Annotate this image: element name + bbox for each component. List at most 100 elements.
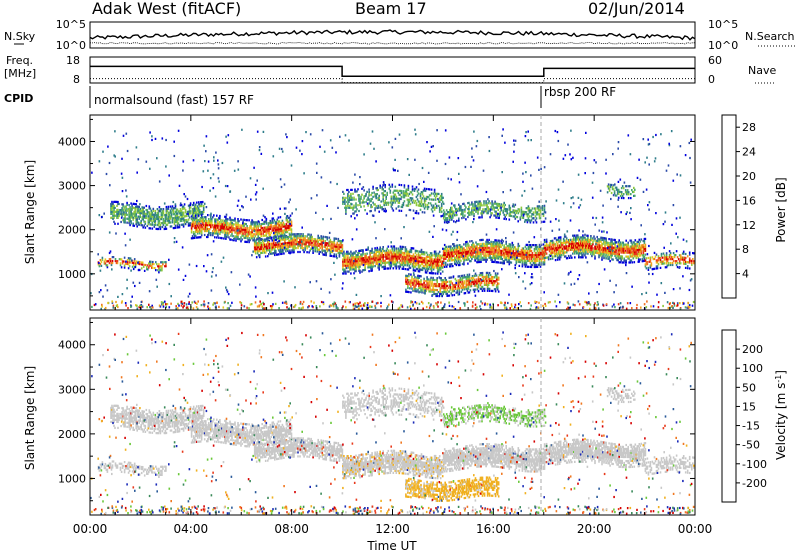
power-cell <box>111 216 113 219</box>
power-cell <box>150 209 153 212</box>
power-cell <box>546 256 549 259</box>
power-cell <box>565 249 568 252</box>
power-cell <box>109 260 112 263</box>
power-cell <box>159 226 162 229</box>
power-cell <box>391 247 394 250</box>
power-cell <box>294 235 296 238</box>
power-cell <box>484 248 486 251</box>
power-cell <box>346 258 348 261</box>
power-cell <box>111 210 113 213</box>
power-cell <box>268 253 270 256</box>
power-cell <box>168 221 171 224</box>
power-cell <box>506 252 508 255</box>
power-cell <box>454 258 456 261</box>
power-cell <box>180 217 183 220</box>
power-cell <box>199 213 202 216</box>
power-cell <box>175 216 178 219</box>
power-cell <box>480 246 482 250</box>
power-cell <box>370 200 372 203</box>
power-cell <box>606 241 608 244</box>
power-cell <box>478 253 480 256</box>
power-cell <box>231 230 233 233</box>
power-cell <box>279 237 281 240</box>
power-cell <box>555 241 558 244</box>
power-cell <box>476 255 478 258</box>
power-cell <box>225 229 227 232</box>
power-cell <box>592 241 594 244</box>
power-cell <box>388 261 391 264</box>
power-cell <box>418 266 421 269</box>
power-cell <box>238 224 240 227</box>
power-cell <box>289 214 292 217</box>
power-cell <box>433 188 436 191</box>
power-cell <box>193 226 196 230</box>
power-cell <box>433 260 436 263</box>
power-cell <box>342 254 344 257</box>
power-cell <box>148 219 151 222</box>
power-cell <box>245 230 247 234</box>
power-cell <box>365 262 367 265</box>
power-cell <box>573 238 575 241</box>
power-cell <box>535 251 538 255</box>
power-cell <box>349 204 351 207</box>
power-cell <box>491 202 493 205</box>
power-cell <box>230 238 232 241</box>
power-cell <box>524 253 527 256</box>
power-cell <box>243 228 245 231</box>
power-cell <box>296 235 298 238</box>
power-cell <box>300 239 302 242</box>
power-cell <box>379 248 381 251</box>
power-cell <box>500 241 502 245</box>
power-cell <box>339 251 342 255</box>
power-cell <box>254 250 257 253</box>
power-cell <box>582 254 584 257</box>
power-cell <box>269 248 271 251</box>
power-cell <box>534 257 537 261</box>
power-cell <box>276 218 279 221</box>
power-cell <box>624 251 626 254</box>
power-cell <box>586 234 588 237</box>
power-cell <box>290 251 292 254</box>
power-cell <box>412 247 415 250</box>
power-cell <box>382 261 384 265</box>
power-cell <box>611 258 613 261</box>
power-cell <box>329 240 332 243</box>
power-cell <box>364 266 366 269</box>
power-cell <box>358 194 360 197</box>
power-cell <box>564 251 567 254</box>
power-cell <box>464 257 466 260</box>
power-cell <box>205 229 207 233</box>
power-cell <box>355 250 357 253</box>
power-cell <box>461 249 463 252</box>
power-cell <box>463 216 465 219</box>
power-cell <box>376 193 378 196</box>
power-cell <box>253 246 256 249</box>
power-cell <box>550 245 553 248</box>
power-cell <box>582 244 584 247</box>
power-cell <box>168 215 171 218</box>
power-cell <box>615 247 617 250</box>
power-cell <box>587 242 589 245</box>
power-cell <box>456 254 458 257</box>
power-cell <box>590 235 592 238</box>
power-cell <box>551 257 554 260</box>
power-cell <box>504 258 506 261</box>
power-cell <box>351 198 353 201</box>
power-cell <box>594 249 596 252</box>
station-title: Adak West (fitACF) <box>92 0 241 18</box>
power-cell <box>430 192 433 195</box>
power-cell <box>202 220 205 223</box>
power-cell <box>426 265 429 268</box>
power-cell <box>398 199 401 202</box>
power-cell <box>205 228 207 231</box>
power-cell <box>431 210 434 213</box>
power-cell <box>156 263 158 266</box>
power-cell <box>284 227 287 230</box>
power-cell <box>644 249 647 252</box>
power-cell <box>368 264 370 267</box>
power-cell <box>258 244 261 247</box>
power-cell <box>276 232 279 235</box>
power-cell <box>377 264 379 267</box>
power-cell <box>394 265 397 268</box>
power-cell <box>208 218 210 221</box>
